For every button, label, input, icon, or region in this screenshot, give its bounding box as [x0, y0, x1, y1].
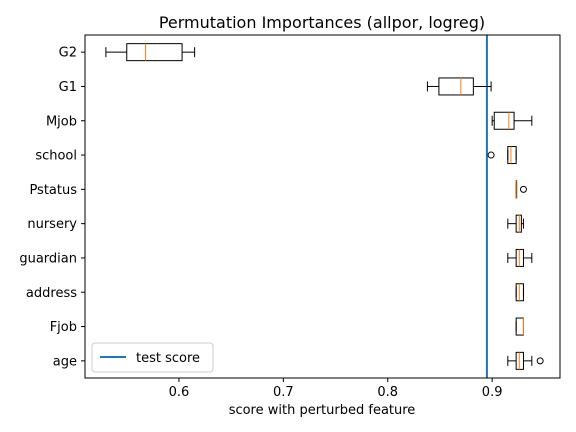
x-tick-label: 0.7: [273, 385, 294, 400]
iqr-box: [493, 111, 515, 130]
box-fjob: [515, 317, 524, 336]
iqr-box: [515, 351, 524, 370]
y-tick-label-guardian: guardian: [19, 251, 77, 266]
iqr-box: [126, 43, 183, 62]
box-g1: [426, 77, 492, 96]
iqr-box: [515, 283, 524, 302]
plot-frame: [84, 34, 561, 379]
box-school: [487, 146, 517, 165]
box-pstatus: [515, 180, 527, 199]
y-tick-label-g1: G1: [59, 80, 77, 95]
y-tick-label-address: address: [26, 286, 77, 301]
legend-label-test-score: test score: [136, 351, 200, 366]
x-tick-label: 0.9: [482, 385, 503, 400]
y-tick-label-mjob: Mjob: [46, 114, 77, 129]
y-tick-label-age: age: [53, 354, 77, 369]
outlier-point: [536, 357, 544, 365]
iqr-box: [515, 214, 522, 233]
outlier-point: [519, 185, 527, 193]
x-axis: 0.6 0.7 0.8 0.9: [169, 378, 503, 400]
box-nursery: [507, 214, 524, 233]
y-tick-label-pstatus: Pstatus: [29, 183, 77, 198]
iqr-box: [515, 248, 524, 267]
legend-box: [91, 342, 214, 373]
chart-title: Permutation Importances (allpor, logreg): [159, 13, 485, 32]
box-g2: [105, 43, 196, 62]
outlier-point: [487, 151, 495, 159]
box-mjob: [491, 111, 533, 130]
iqr-box: [438, 77, 474, 96]
x-axis-label: score with perturbed feature: [229, 403, 416, 418]
box-age: [507, 351, 544, 370]
iqr-box: [507, 146, 517, 165]
y-tick-label-nursery: nursery: [27, 217, 77, 232]
x-tick-label: 0.6: [169, 385, 190, 400]
iqr-box: [515, 317, 524, 336]
y-tick-label-school: school: [35, 149, 77, 164]
y-axis: G2 G1 Mjob school Pstatus nursery guardian addr…: [19, 46, 85, 369]
box-address: [515, 283, 524, 302]
plot-area: [105, 35, 544, 378]
x-tick-label: 0.8: [377, 385, 398, 400]
y-tick-label-fjob: Fjob: [50, 320, 77, 335]
y-tick-label-g2: G2: [59, 46, 77, 61]
legend: test score: [91, 342, 214, 373]
box-guardian: [507, 248, 533, 267]
